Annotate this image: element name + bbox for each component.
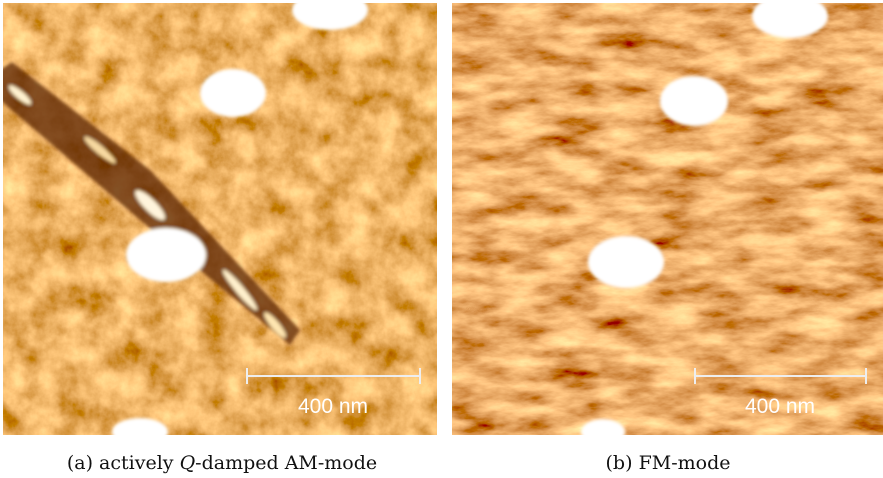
panel-label: (a): [67, 452, 93, 474]
caption-b: (b) FM-mode: [606, 452, 731, 474]
panel-label: (b): [606, 452, 633, 474]
caption-a: (a) actively Q-damped AM-mode: [67, 452, 377, 474]
afm-image-a: [0, 0, 437, 446]
caption-text: -damped AM-mode: [195, 452, 377, 474]
caption-text: FM-mode: [639, 452, 731, 474]
afm-image-b: [452, 0, 883, 445]
scale-bar-label: 400 nm: [745, 395, 815, 418]
caption-italic: Q: [180, 452, 196, 474]
figure: 400 nm 400 nm (a) actively Q-damped AM-m…: [0, 0, 883, 478]
caption-text: actively: [99, 452, 174, 474]
scale-bar-label: 400 nm: [298, 395, 368, 418]
